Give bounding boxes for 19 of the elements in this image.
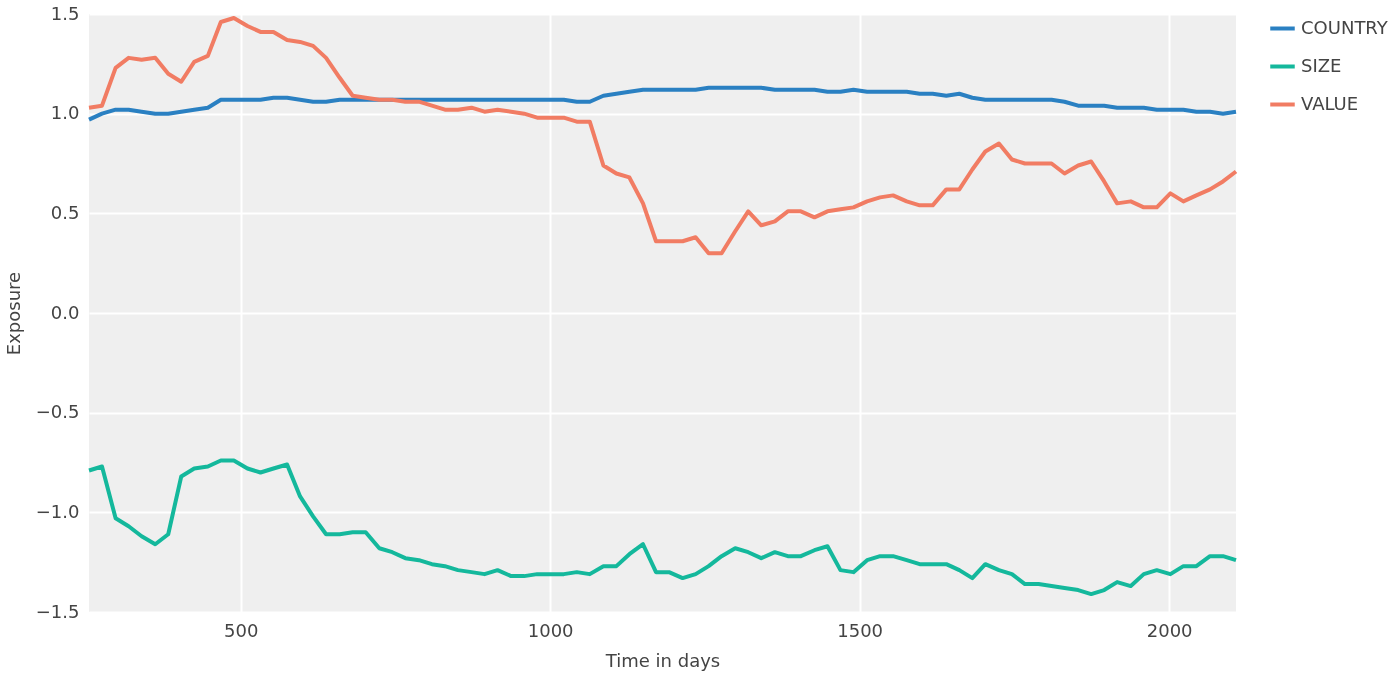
y-axis-title: Exposure (2, 271, 24, 356)
y-tick-label: −1.5 (35, 600, 80, 622)
x-axis-title: Time in days (604, 649, 721, 671)
x-tick-label: 1000 (527, 619, 574, 641)
legend-label: SIZE (1301, 54, 1342, 76)
y-tick-label: 0.5 (50, 201, 80, 223)
line-series (87, 458, 1238, 597)
y-tick-label: −1.0 (35, 500, 80, 522)
line-series (87, 85, 1238, 122)
line-series (87, 15, 1238, 256)
y-tick-label: −0.5 (35, 401, 80, 423)
y-tick-label: 1.5 (50, 2, 80, 24)
x-tick-label: 2000 (1146, 619, 1193, 641)
x-tick-label: 500 (223, 619, 259, 641)
legend-label: COUNTRY (1301, 16, 1389, 38)
x-tick-label: 1500 (837, 619, 884, 641)
legend-label: VALUE (1301, 92, 1359, 114)
y-tick-label: 0.0 (50, 301, 80, 323)
y-tick-label: 1.0 (50, 102, 80, 124)
